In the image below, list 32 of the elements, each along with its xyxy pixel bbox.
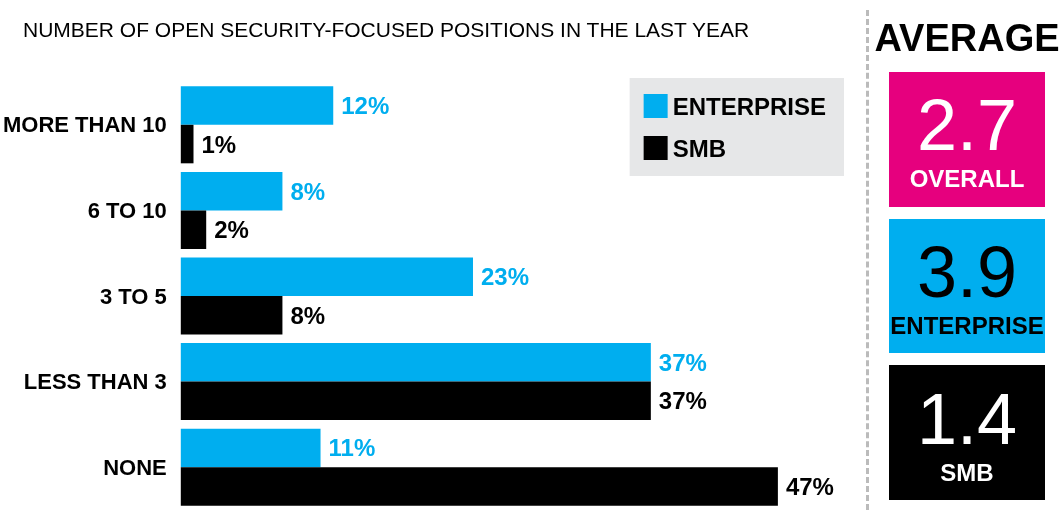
legend-label: ENTERPRISE [672, 92, 827, 120]
y-tick-label: 6 TO 10 [87, 197, 167, 223]
bar [180, 381, 651, 421]
data-label: 23% [480, 263, 530, 291]
bar [180, 343, 651, 382]
y-tick-label: 3 TO 5 [99, 283, 167, 309]
data-label: 47% [785, 472, 834, 500]
bar [180, 124, 194, 164]
data-label: 37% [658, 348, 707, 376]
text: AVERAGE [874, 16, 1060, 61]
y-tick-label: NONE [103, 454, 167, 480]
bar [180, 467, 778, 506]
data-label: 1% [201, 130, 237, 158]
bar [180, 296, 283, 335]
data-label: 8% [290, 177, 326, 205]
data-label: 37% [658, 387, 707, 415]
card: 3.9 ENTERPRISE [889, 218, 1045, 354]
bar [180, 210, 207, 249]
bar [180, 257, 473, 296]
legend-label: SMB [672, 134, 726, 162]
bar [180, 428, 321, 468]
card: 1.4 SMB [889, 365, 1045, 500]
data-label: 12% [341, 92, 390, 120]
chart-title: NUMBER OF OPEN SECURITY-FOCUSED POSITIONS IN THE LAST YEAR [23, 18, 750, 41]
y-tick-label: MORE THAN 10 [3, 112, 167, 138]
bar [180, 171, 283, 211]
data-label: 11% [328, 434, 376, 462]
card: 2.7 OVERALL [889, 72, 1045, 207]
data-label: 8% [290, 301, 326, 329]
bar [180, 86, 334, 125]
y-tick-label: LESS THAN 3 [23, 369, 167, 395]
data-label: 2% [214, 216, 249, 244]
